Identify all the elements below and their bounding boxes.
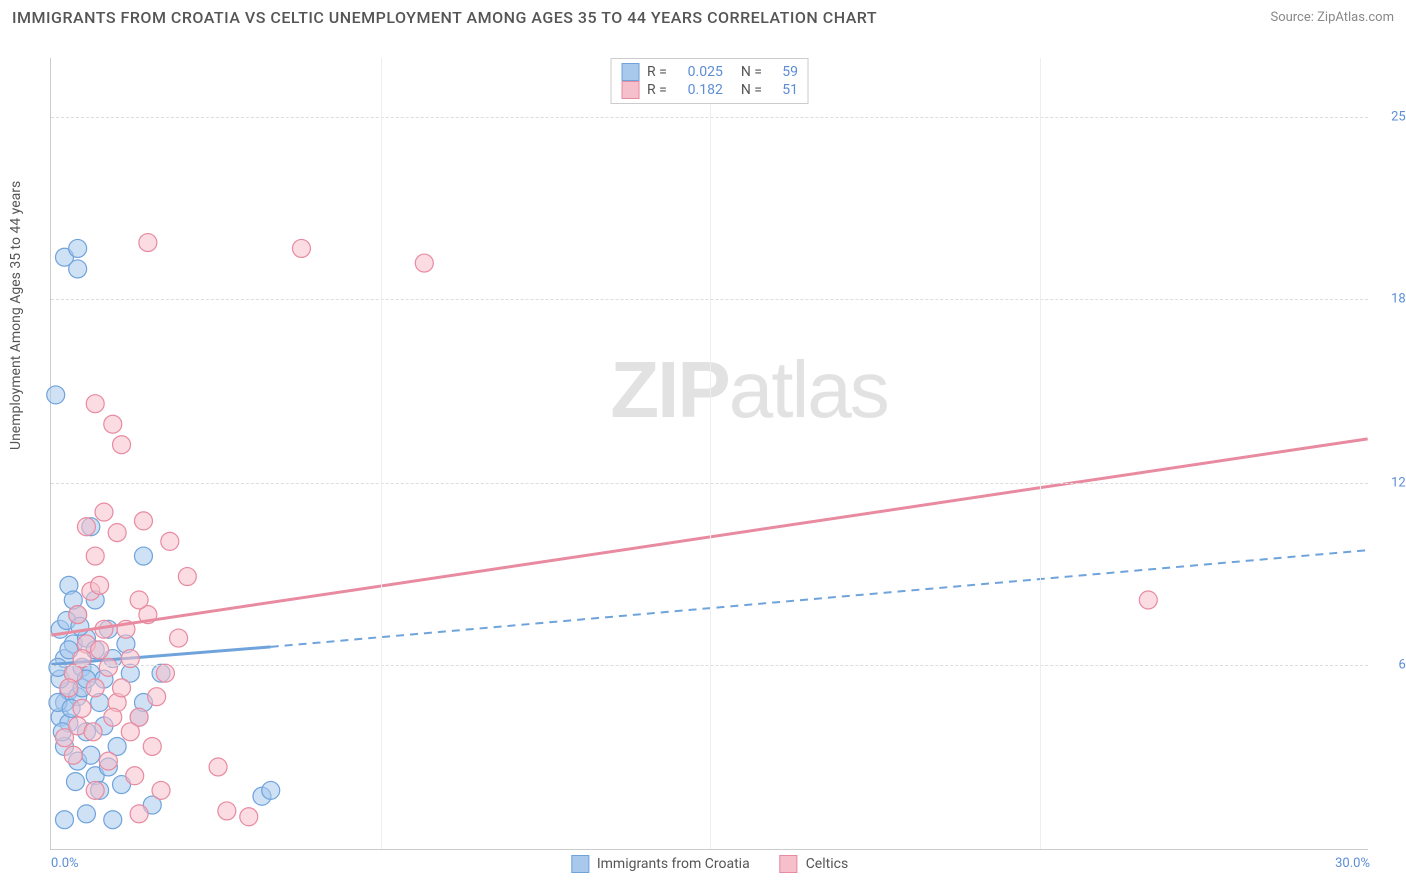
data-point [240,808,258,826]
data-point [108,524,126,542]
legend-item-label: Celtics [806,856,848,872]
data-point [262,781,280,799]
correlation-legend: R = 0.025 N = 59 R = 0.182 N = 51 [610,58,809,104]
data-point [60,679,78,697]
data-point [69,239,87,257]
y-tick-label: 6.3% [1398,658,1406,673]
data-point [415,254,433,272]
data-point [104,811,122,829]
legend-swatch-icon [780,855,798,873]
data-point [104,415,122,433]
data-point [1139,591,1157,609]
data-point [84,723,102,741]
data-point [77,805,95,823]
data-point [91,641,109,659]
header: IMMIGRANTS FROM CROATIA VS CELTIC UNEMPL… [0,0,1406,31]
y-tick-label: 18.8% [1391,291,1406,306]
gridline-vertical [710,58,711,849]
legend-r-value: 0.025 [675,64,723,80]
data-point [64,746,82,764]
legend-n-label: N = [741,64,762,80]
data-point [113,436,131,454]
series-legend: Immigrants from Croatia Celtics [571,855,848,873]
data-point [130,591,148,609]
data-point [73,699,91,717]
data-point [95,503,113,521]
data-point [134,547,152,565]
data-point [218,802,236,820]
source-label: Source: ZipAtlas.com [1270,10,1394,25]
data-point [170,629,188,647]
data-point [69,606,87,624]
data-point [86,547,104,565]
data-point [47,386,65,404]
gridline-vertical [381,58,382,849]
legend-n-label: N = [741,82,762,98]
data-point [148,688,166,706]
data-point [113,679,131,697]
legend-item: Immigrants from Croatia [571,855,750,873]
data-point [82,746,100,764]
legend-item: Celtics [780,855,848,873]
data-point [209,758,227,776]
data-point [91,576,109,594]
data-point [77,518,95,536]
legend-item-label: Immigrants from Croatia [597,856,750,872]
data-point [292,239,310,257]
legend-r-value: 0.182 [675,82,723,98]
data-point [104,708,122,726]
x-tick-label: 0.0% [51,856,79,871]
data-point [161,532,179,550]
y-tick-label: 25.0% [1391,109,1406,124]
legend-swatch-icon [621,63,639,81]
data-point [56,811,74,829]
data-point [86,781,104,799]
legend-row: R = 0.182 N = 51 [621,81,798,99]
gridline-vertical [1040,58,1041,849]
legend-row: R = 0.025 N = 59 [621,63,798,81]
data-point [86,679,104,697]
chart-title: IMMIGRANTS FROM CROATIA VS CELTIC UNEMPL… [12,8,877,27]
data-point [86,395,104,413]
trend-line-extrapolated [271,550,1368,647]
legend-swatch-icon [621,81,639,99]
legend-r-label: R = [647,82,667,98]
data-point [130,805,148,823]
legend-n-value: 59 [770,64,798,80]
data-point [143,737,161,755]
legend-n-value: 51 [770,82,798,98]
data-point [66,773,84,791]
y-tick-label: 12.5% [1391,476,1406,491]
data-point [156,664,174,682]
data-point [126,767,144,785]
y-axis-label: Unemployment Among Ages 35 to 44 years [8,181,24,450]
data-point [134,512,152,530]
data-point [139,234,157,252]
data-point [69,260,87,278]
data-point [99,752,117,770]
data-point [152,781,170,799]
x-tick-label: 30.0% [1335,856,1370,871]
data-point [178,568,196,586]
legend-swatch-icon [571,855,589,873]
data-point [99,658,117,676]
chart-plot-area: ZIPatlas R = 0.025 N = 59 R = 0.182 N = … [50,58,1368,850]
legend-r-label: R = [647,64,667,80]
data-point [121,723,139,741]
